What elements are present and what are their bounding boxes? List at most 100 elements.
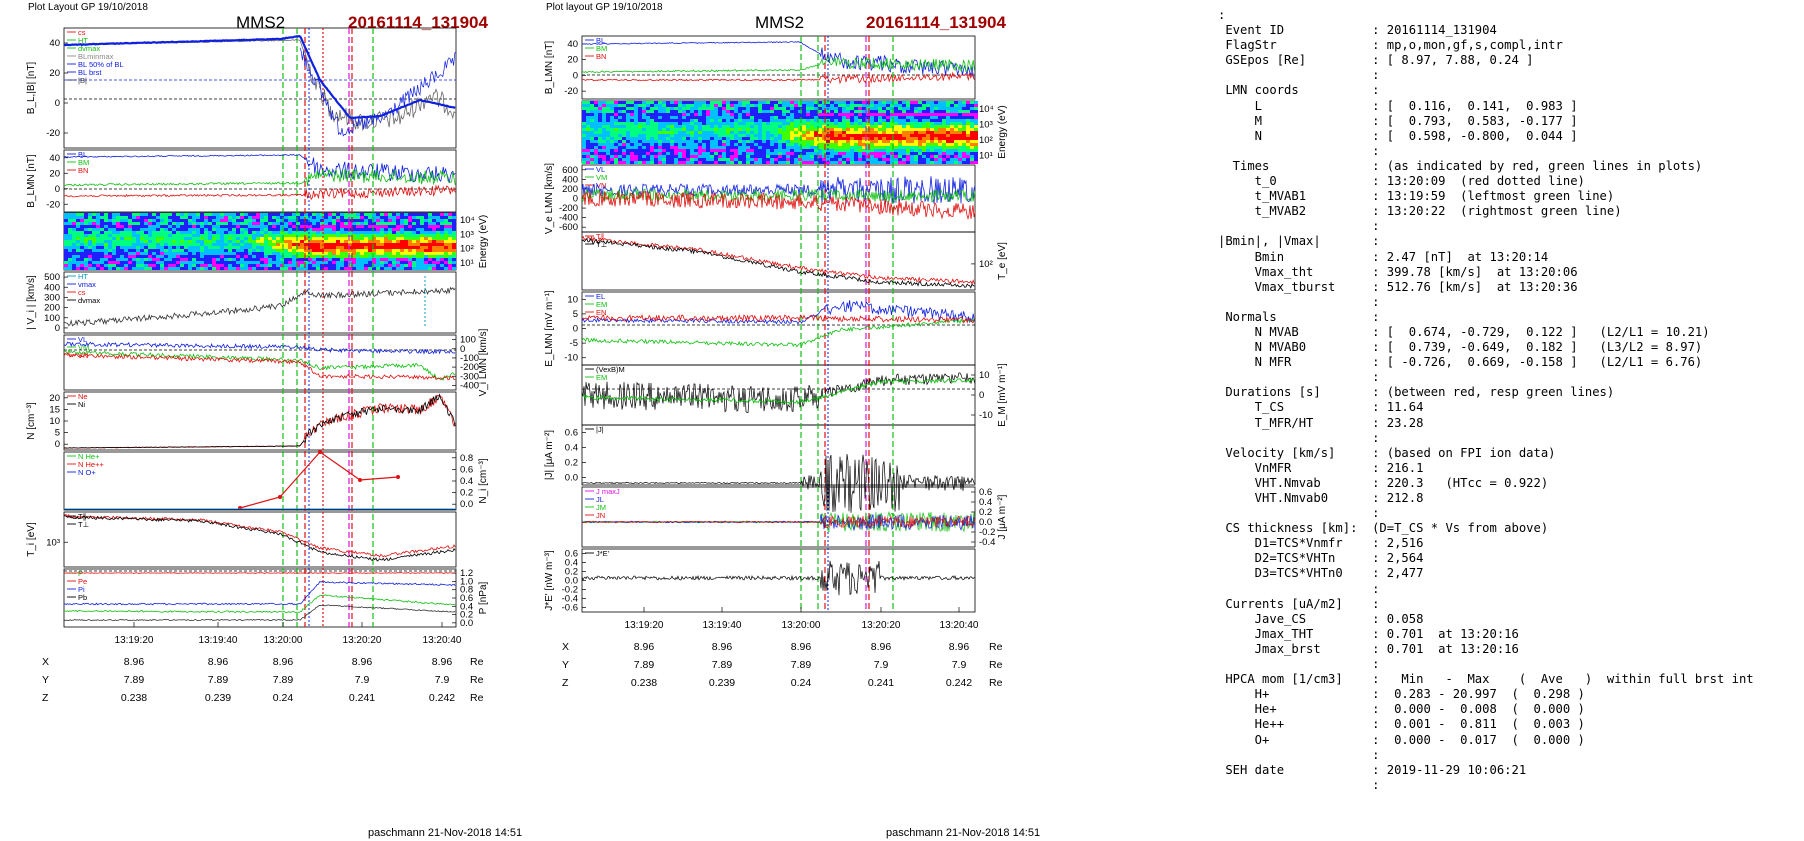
event-info-line: : <box>1218 68 1380 83</box>
position-value: 0.239 <box>709 677 735 689</box>
legend-entry: EM <box>596 373 607 382</box>
panel-nminor: 0.80.60.40.20.0 N_i [cm⁻³] N He+N He++N O+ <box>63 451 489 511</box>
y-axis-label: T_i [eV] <box>26 522 37 557</box>
bl-brst-series <box>299 47 457 137</box>
mb-l-series <box>582 41 975 78</box>
legend-entry: Pe <box>78 577 87 586</box>
legend-entry: (VexB)M <box>596 365 625 374</box>
event-info-line: : <box>1218 777 1380 792</box>
position-value: 8.96 <box>791 641 812 653</box>
vn-series <box>63 352 456 381</box>
panel-frame <box>581 231 976 291</box>
y-tick-label: 10 <box>567 294 578 305</box>
y-tick-label: -0.4 <box>979 537 995 548</box>
y-tick-label: 0.0 <box>979 517 992 528</box>
y-axis-label: J [μA m⁻²] <box>997 494 1008 539</box>
panel-frame <box>63 391 457 451</box>
panel-frame <box>63 334 457 391</box>
y-tick-label: 0.6 <box>565 428 578 439</box>
position-value: 0.242 <box>429 692 455 704</box>
nhepp-point <box>278 495 282 499</box>
y-tick-label: 5 <box>573 309 578 320</box>
tpar-series <box>63 514 456 558</box>
y-tick-label: -200 <box>559 203 578 214</box>
spacecraft-title: MMS2 <box>236 13 285 32</box>
plot-layout-note: Plot Layout GP 19/10/2018 <box>28 2 148 13</box>
x-tick-label: 13:19:40 <box>199 635 238 646</box>
me-n-series <box>581 313 975 324</box>
position-value: 8.96 <box>634 641 655 653</box>
y-axis-label: N_i [cm⁻³] <box>478 458 489 504</box>
legend-entry: J maxJ <box>596 487 620 496</box>
event-info-line: N MVAB : [ 0.674, -0.729, 0.122 ] (L2/L1… <box>1218 324 1710 339</box>
event-info-line: : <box>1218 747 1380 762</box>
event-info-line: T_MFR/HT : 23.28 <box>1218 415 1424 430</box>
y-axis-label: V_e LMN [km/s] <box>544 163 555 234</box>
position-value: 8.96 <box>712 641 733 653</box>
event-info-line: Vmax_tburst : 512.76 [km/s] at 13:20:36 <box>1218 279 1578 294</box>
y-tick-label: 400 <box>44 282 60 293</box>
position-row-label: Y <box>42 674 49 686</box>
position-value: 8.96 <box>273 656 294 668</box>
y-tick-label: 200 <box>44 303 60 314</box>
panel-mj: 0.6 0.4 0.2 0.0 |J| [μA m⁻²] |J| <box>544 424 976 486</box>
mte-perp-series <box>581 237 975 289</box>
position-value: 0.241 <box>349 692 375 704</box>
y-tick-label: -400 <box>559 213 578 224</box>
position-value: 0.239 <box>205 692 231 704</box>
legend-entry: BLminmax <box>78 52 114 61</box>
legend-entry: BL <box>596 36 605 45</box>
y-tick-label: -600 <box>559 222 578 233</box>
legend-entry: T∥ <box>596 232 604 241</box>
x-tick-label: 13:20:20 <box>862 620 901 631</box>
event-info-line: t_MVAB1 : 13:19:59 (leftmost green line) <box>1218 189 1615 204</box>
position-value: 7.89 <box>791 659 812 671</box>
y-tick-label: 0 <box>573 194 578 205</box>
y-tick-label: 0.4 <box>979 497 992 508</box>
y-tick-label: 0 <box>55 323 60 334</box>
y-tick-label: 10 <box>49 416 60 427</box>
event-info-line: O+ : 0.000 - 0.017 ( 0.000 ) <box>1218 732 1585 747</box>
position-value: 8.96 <box>208 656 229 668</box>
author-footer: paschmann 21-Nov-2018 14:51 <box>886 827 1040 839</box>
legend-entry: VM <box>596 173 607 182</box>
event-info-line: Event ID : 20161114_131904 <box>1218 23 1497 38</box>
y-axis-label: N [cm⁻³] <box>26 402 37 440</box>
vl-series <box>63 341 456 355</box>
event-info-line: Velocity [km/s] : (based on FPI ion data… <box>1218 445 1556 460</box>
y-tick-label: 0.6 <box>979 487 992 498</box>
mje-series <box>581 560 976 596</box>
y-tick-label: 0.0 <box>460 618 473 629</box>
event-id-title: 20161114_131904 <box>866 13 1006 32</box>
y-tick-label: 10² <box>979 259 993 270</box>
event-info-line: D2=TCS*VHTn : 2,564 <box>1218 551 1424 566</box>
x-tick-label: 13:20:00 <box>782 620 821 631</box>
event-id-title: 20161114_131904 <box>348 13 488 32</box>
legend-entry: EN <box>596 308 606 317</box>
event-info-line: N : [ 0.598, -0.800, 0.044 ] <box>1218 128 1578 143</box>
mve-l-series <box>581 176 976 206</box>
legend-entry: Pb <box>78 593 87 602</box>
x-tick-label: 13:19:40 <box>703 620 742 631</box>
mb-n-series <box>581 71 975 85</box>
event-info-line: |Bmin|, |Vmax| : <box>1218 234 1380 249</box>
mem-em-series <box>581 377 975 405</box>
position-value: 0.242 <box>946 677 972 689</box>
y-tick-label: 100 <box>44 313 60 324</box>
legend-entry: Ne <box>78 392 88 401</box>
y-tick-label: -400 <box>460 380 479 391</box>
event-info-line: He+ : 0.000 - 0.008 ( 0.000 ) <box>1218 702 1585 717</box>
bl-series <box>64 154 456 184</box>
position-value: 8.96 <box>432 656 453 668</box>
event-info-line: HPCA mom [1/cm3] : Min - Max ( Ave ) wit… <box>1218 672 1754 687</box>
vi-magnitude-series <box>63 286 456 327</box>
y-tick-label: -300 <box>460 371 479 382</box>
y-tick-label: 0 <box>55 439 60 450</box>
y-tick-label: 0.2 <box>565 567 578 578</box>
event-info-line: T_CS : 11.64 <box>1218 400 1424 415</box>
y-tick-label: 10² <box>460 244 474 255</box>
y-tick-label: 10³ <box>46 537 60 548</box>
y-axis-label: E_LMN [mV m⁻¹] <box>544 290 555 367</box>
